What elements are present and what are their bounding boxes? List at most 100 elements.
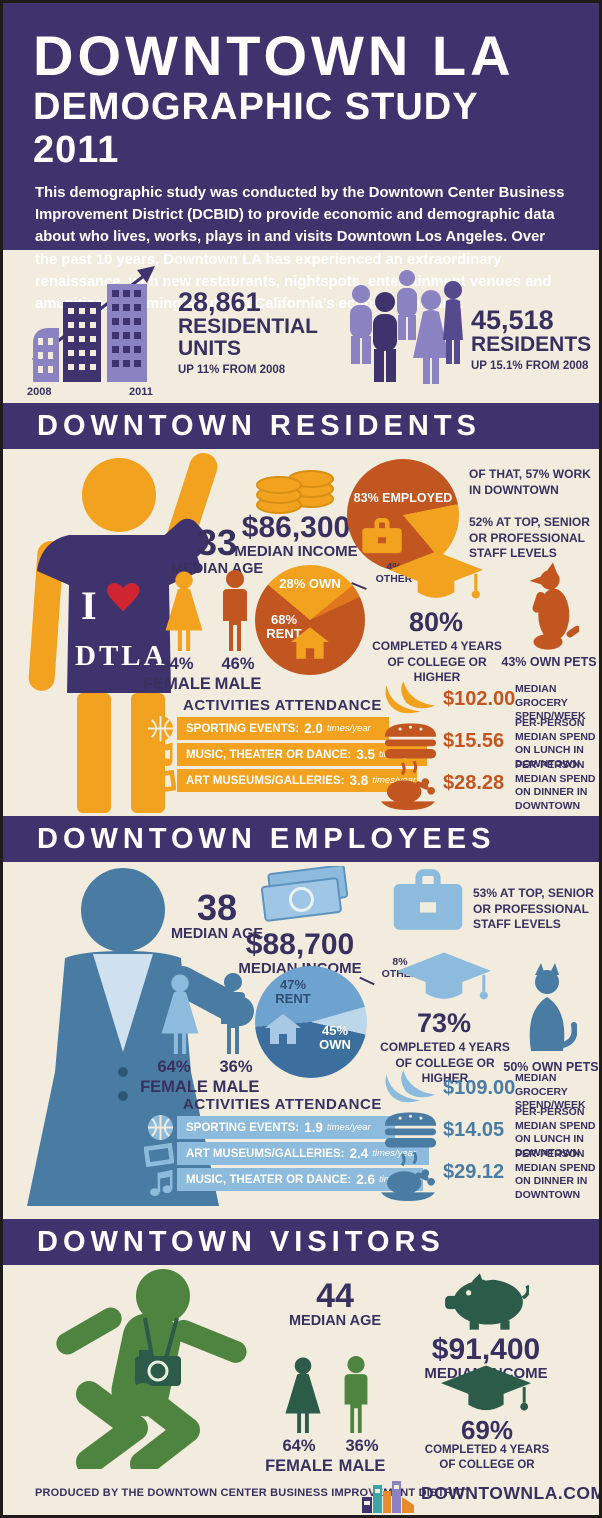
housing-rent-label: 47% RENT: [275, 977, 311, 1006]
bananas-icon: [381, 1068, 439, 1112]
employees-dinner-label: PER-PERSON MEDIAN SPEND ON DINNER IN DOW…: [515, 1148, 596, 1201]
visitors-income-value: $91,400: [431, 1333, 541, 1366]
visitors-female-pct: 64%: [282, 1437, 316, 1455]
employees-pets-label: 50% OWN PETS: [503, 1060, 599, 1074]
employees-lunch-value: $14.05: [443, 1119, 505, 1141]
activity-label: SPORTING EVENTS:: [186, 1121, 300, 1134]
visitors-section: 44 MEDIAN AGE $91,400 MEDIAN INCOME: [3, 1265, 599, 1471]
employees-section: 38 MEDIAN AGE $88,700 MEDIAN INCOME 5: [3, 862, 599, 1219]
heart-icon: [107, 583, 140, 612]
employees-staff-note: 53% AT TOP, SENIOR OR PROFESSIONAL STAFF…: [473, 886, 594, 932]
year-right-label: 2011: [129, 386, 153, 398]
residential-units-value: 28,861: [178, 287, 261, 317]
briefcase-icon: [361, 517, 403, 555]
residential-units-label: RESIDENTIAL UNITS: [178, 315, 318, 361]
activity-label: MUSIC, THEATER OR DANCE:: [186, 748, 352, 761]
svg-text:I: I: [81, 583, 97, 628]
footer-site-text: DOWNTOWNLA.COM: [421, 1483, 602, 1503]
residents-housing-pie: 28% OWN 68% RENT: [255, 565, 365, 675]
residents-lunch-label: PER-PERSON MEDIAN SPEND ON LUNCH IN DOWN…: [515, 717, 596, 770]
female-icon: [157, 974, 203, 1056]
activity-label: ART MUSEUMS/GALLERIES:: [186, 774, 345, 787]
activity-value: 3.8: [349, 773, 369, 788]
female-icon: [281, 1357, 325, 1435]
employees-male-pct: 36%: [219, 1058, 253, 1076]
visitors-banner: DOWNTOWN VISITORS: [3, 1219, 599, 1265]
dinner-icon: [377, 761, 439, 811]
visitors-education-value: 69%: [460, 1415, 514, 1445]
activity-label: SPORTING EVENTS:: [186, 722, 300, 735]
residents-work-note: OF THAT, 57% WORK IN DOWNTOWN: [469, 467, 591, 497]
residents-income-value: $86,300: [241, 511, 351, 544]
visitor-figure: [25, 1267, 260, 1469]
activity-value: 1.9: [304, 1120, 323, 1135]
residents-grocery-label: MEDIAN GROCERY SPEND/WEEK: [515, 683, 586, 723]
housing-own-label: 28% OWN: [279, 576, 341, 591]
visitors-education-label: COMPLETED 4 YEARS OF COLLEGE OR HIGHER: [424, 1444, 550, 1471]
svg-text:DTLA: DTLA: [75, 640, 168, 672]
male-icon: [215, 569, 255, 653]
burger-icon: [383, 1110, 438, 1149]
visitors-median-age-value: 44: [316, 1277, 354, 1315]
residents-female-pct: 54%: [160, 655, 194, 673]
employees-activity-row: ART MUSEUMS/GALLERIES: 2.4 times/year: [177, 1142, 429, 1165]
art-frame-icon: [144, 1142, 174, 1168]
header: DOWNTOWN LA DEMOGRAPHIC STUDY 2011 This …: [3, 3, 599, 312]
employees-banner-title: DOWNTOWN EMPLOYEES: [37, 823, 496, 855]
residents-count-label: RESIDENTS: [471, 333, 592, 357]
activity-value: 3.5: [356, 747, 376, 762]
employees-activity-row: MUSIC, THEATER OR DANCE: 2.6 times/year: [177, 1168, 423, 1191]
employees-male-label: MALE: [212, 1077, 260, 1096]
activity-unit: times/year: [326, 1122, 371, 1133]
activity-label: MUSIC, THEATER OR DANCE:: [186, 1173, 352, 1186]
activity-value: 2.4: [349, 1146, 369, 1161]
employees-grocery-value: $109.00: [443, 1077, 516, 1099]
residents-income-label: MEDIAN INCOME: [234, 543, 358, 560]
basketball-icon: [147, 715, 174, 742]
employees-grocery-label: MEDIAN GROCERY SPEND/WEEK: [515, 1072, 586, 1112]
dcbid-city-logo: [359, 1473, 417, 1515]
visitors-female-label: FEMALE: [265, 1456, 333, 1471]
male-icon: [337, 1355, 375, 1435]
residents-dinner-value: $28.28: [443, 772, 505, 794]
residents-lunch-value: $15.56: [443, 730, 505, 752]
employees-activities-title: ACTIVITIES ATTENDANCE: [183, 1096, 382, 1113]
employees-education-value: 73%: [416, 1008, 472, 1038]
buildings-growth-icon: [29, 264, 169, 386]
footer-produced-text: PRODUCED BY THE DOWNTOWN CENTER BUSINESS…: [35, 1487, 471, 1499]
employees-banner: DOWNTOWN EMPLOYEES: [3, 816, 599, 862]
employees-female-label: FEMALE: [140, 1077, 208, 1096]
residents-banner-title: DOWNTOWN RESIDENTS: [37, 410, 481, 442]
female-icon: [161, 571, 207, 653]
dinner-icon: [377, 1152, 439, 1202]
residents-education-label: COMPLETED 4 YEARS OF COLLEGE OR HIGHER: [372, 639, 502, 685]
overview-band: 2008 2011 28,861 RESIDENTIAL UNITS UP 11…: [3, 250, 599, 403]
resident-figure: I DTLA: [19, 451, 237, 813]
visitors-male-label: MALE: [338, 1456, 386, 1471]
employment-pie-label: 83% EMPLOYED: [353, 491, 453, 505]
male-icon: [213, 972, 253, 1056]
residents-female-label: FEMALE: [143, 674, 211, 693]
visitors-male-pct: 36%: [345, 1437, 379, 1455]
visitors-banner-title: DOWNTOWN VISITORS: [37, 1226, 445, 1258]
activity-value: 2.0: [304, 721, 323, 736]
cat-icon: [517, 962, 577, 1054]
residents-pets-label: 43% OWN PETS: [501, 655, 597, 669]
activity-unit: times/year: [372, 775, 417, 786]
piggy-bank-icon: [441, 1271, 529, 1331]
employees-activity-row: SPORTING EVENTS: 1.9 times/year: [177, 1116, 395, 1139]
art-frame-icon: [146, 769, 176, 795]
burger-icon: [383, 721, 438, 760]
employees-education-label: COMPLETED 4 YEARS OF COLLEGE OR HIGHER: [380, 1040, 510, 1086]
employees-housing-pie: 47% RENT 45% OWN: [255, 966, 367, 1078]
residents-count-value: 45,518: [471, 305, 554, 335]
activity-label: ART MUSEUMS/GALLERIES:: [186, 1147, 345, 1160]
residents-group-icon: [345, 266, 463, 396]
residents-grocery-value: $102.00: [443, 688, 516, 710]
residents-male-pct: 46%: [221, 655, 255, 673]
residents-activities-title: ACTIVITIES ATTENDANCE: [183, 697, 382, 714]
residents-activity-row: ART MUSEUMS/GALLERIES: 3.8 times/year: [177, 769, 417, 792]
employees-income-value: $88,700: [245, 928, 355, 961]
residents-section: I DTLA 33 MEDIAN AGE $86,300 MEDIAN INCO…: [3, 449, 599, 816]
